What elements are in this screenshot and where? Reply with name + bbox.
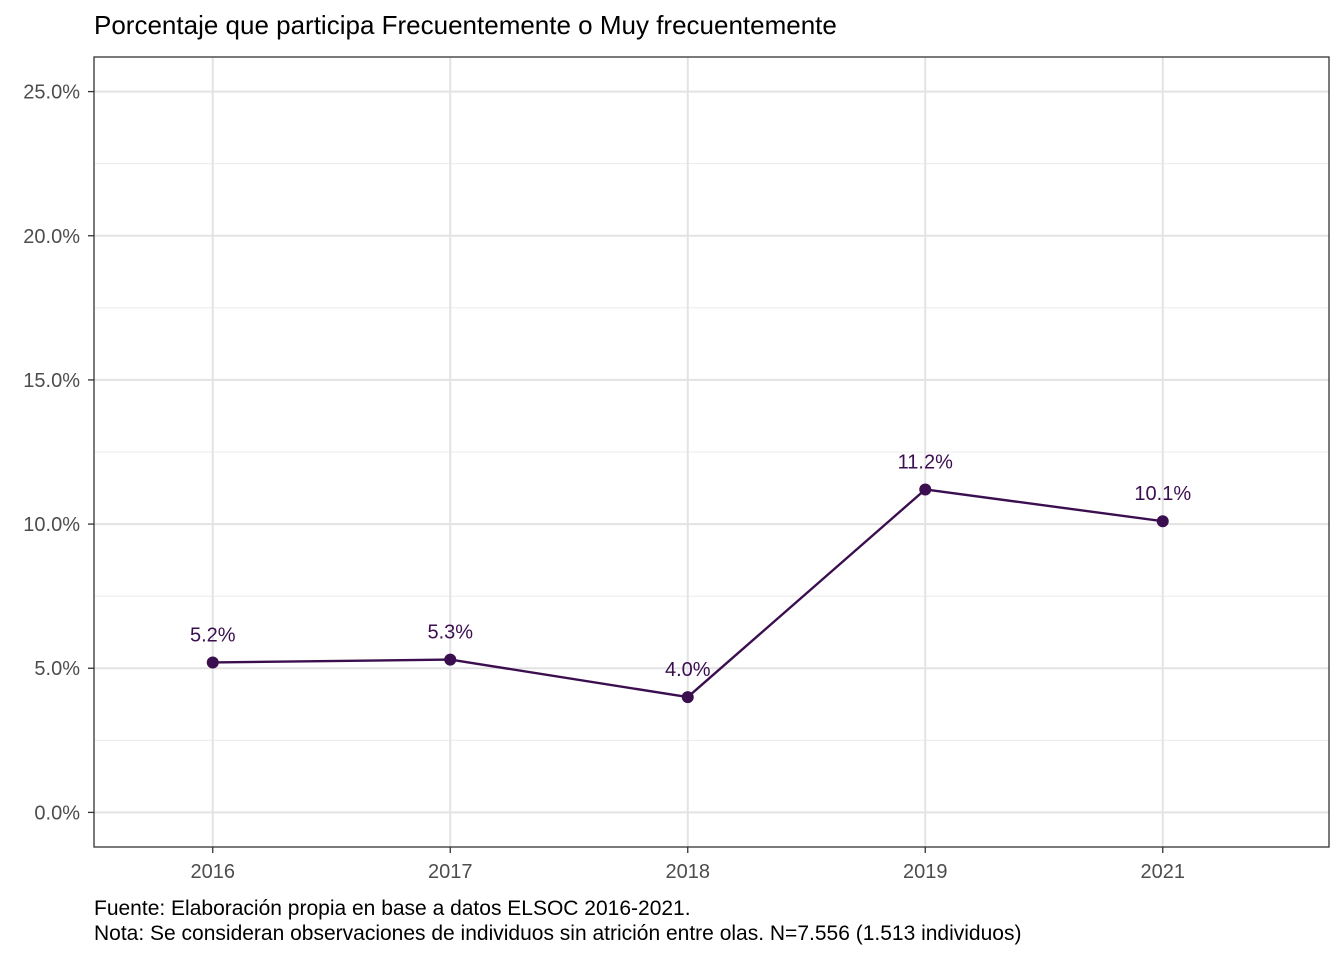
- data-labels: 5.2% 5.3% 4.0% 11.2% 10.1%: [190, 451, 1191, 681]
- data-label: 5.2%: [190, 624, 236, 646]
- data-point: [681, 691, 694, 704]
- data-label: 10.1%: [1134, 483, 1191, 505]
- y-tick-label: 20.0%: [23, 226, 80, 248]
- y-tick-label: 5.0%: [34, 658, 80, 680]
- y-tick-label: 0.0%: [34, 802, 80, 824]
- data-point: [1156, 515, 1169, 528]
- caption-note: Nota: Se consideran observaciones de ind…: [94, 922, 1022, 945]
- y-tick-label: 15.0%: [23, 370, 80, 392]
- caption-source: Fuente: Elaboración propia en base a dat…: [94, 897, 691, 920]
- major-gridlines: [94, 57, 1329, 847]
- data-point: [444, 653, 457, 666]
- y-tick-label: 10.0%: [23, 514, 80, 536]
- data-label: 4.0%: [665, 659, 711, 681]
- axes: 0.0% 5.0% 10.0% 15.0% 20.0% 25.0% 2016 2017 2018…: [23, 82, 1185, 883]
- x-tick-label: 2021: [1141, 861, 1186, 883]
- data-label: 11.2%: [898, 451, 953, 473]
- chart-title: Porcentaje que participa Frecuentemente …: [94, 10, 837, 40]
- x-tick-label: 2017: [428, 861, 473, 883]
- data-point: [919, 483, 932, 496]
- plot-panel-border: [93, 56, 1330, 848]
- data-point: [206, 656, 219, 669]
- y-tick-label: 25.0%: [23, 82, 80, 104]
- data-label: 5.3%: [427, 622, 473, 644]
- x-tick-label: 2018: [666, 861, 711, 883]
- x-tick-label: 2019: [903, 861, 948, 883]
- x-tick-label: 2016: [191, 861, 236, 883]
- minor-gridlines: [94, 163, 1329, 741]
- data-points: [206, 483, 1169, 704]
